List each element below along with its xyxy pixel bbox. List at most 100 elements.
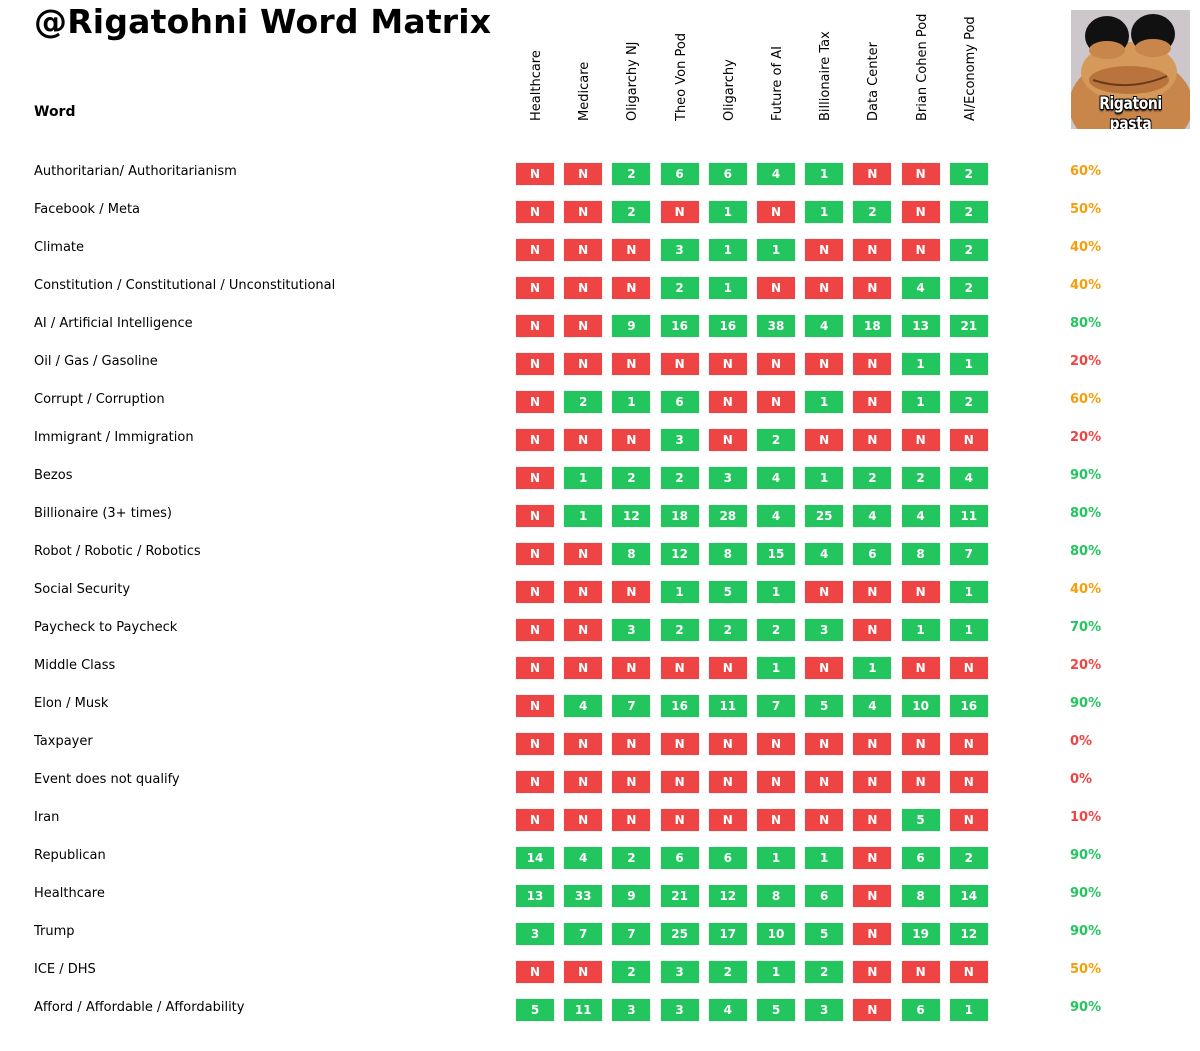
matrix-cell: N (853, 353, 892, 375)
matrix-cell: 1 (708, 201, 747, 223)
word-column-header: Word (34, 104, 76, 120)
matrix-cell: 4 (805, 315, 844, 337)
row-word-label: Trump (34, 924, 75, 939)
matrix-cell: N (853, 429, 892, 451)
row-word-label: Taxpayer (34, 734, 93, 749)
matrix-cell: N (757, 809, 795, 831)
matrix-cell: 2 (708, 961, 747, 983)
matrix-cell: 2 (757, 429, 795, 451)
matrix-cell: 21 (660, 885, 699, 907)
column-header: Future of AI (767, 10, 787, 121)
matrix-cell: 2 (612, 201, 651, 223)
matrix-cell: N (757, 391, 795, 413)
matrix-cell: N (853, 277, 892, 299)
matrix-cell: 2 (612, 847, 651, 869)
matrix-cell: N (949, 429, 988, 451)
matrix-cell: 7 (612, 695, 651, 717)
row-percentage: 10% (1070, 810, 1102, 825)
matrix-cell: 18 (660, 505, 699, 527)
matrix-cell: N (757, 733, 795, 755)
matrix-cell: N (901, 657, 940, 679)
matrix-cell: N (516, 581, 554, 603)
matrix-cell: 1 (805, 467, 844, 489)
matrix-cell: 5 (708, 581, 747, 603)
row-percentage: 20% (1070, 658, 1102, 673)
matrix-cell: 1 (757, 581, 795, 603)
matrix-cell: N (612, 353, 651, 375)
matrix-cell: N (516, 315, 554, 337)
matrix-cell: N (708, 353, 747, 375)
matrix-cell: N (805, 353, 844, 375)
matrix-cell: N (901, 201, 940, 223)
matrix-cell: 4 (708, 999, 747, 1021)
matrix-cell: 3 (805, 999, 844, 1021)
column-header: Oligarchy (719, 10, 739, 121)
matrix-cell: 3 (660, 429, 699, 451)
row-percentage: 90% (1070, 924, 1102, 939)
matrix-cell: N (805, 771, 844, 793)
matrix-cell: N (708, 429, 747, 451)
matrix-cell: 1 (805, 163, 844, 185)
matrix-cell: N (805, 429, 844, 451)
matrix-cell: 7 (612, 923, 651, 945)
matrix-cell: 14 (949, 885, 988, 907)
matrix-cell: N (901, 429, 940, 451)
matrix-cell: N (612, 429, 651, 451)
matrix-cell: N (660, 809, 699, 831)
matrix-cell: 1 (757, 847, 795, 869)
matrix-cell: 7 (949, 543, 988, 565)
matrix-cell: N (516, 961, 554, 983)
row-word-label: Facebook / Meta (34, 202, 141, 217)
row-word-label: Oil / Gas / Gasoline (34, 354, 158, 369)
matrix-cell: 33 (564, 885, 603, 907)
matrix-cell: N (516, 353, 554, 375)
matrix-cell: N (901, 581, 940, 603)
row-word-label: Republican (34, 848, 106, 863)
column-header: Theo Von Pod (671, 10, 691, 121)
matrix-cell: 2 (901, 467, 940, 489)
matrix-cell: N (853, 999, 892, 1021)
row-word-label: Paycheck to Paycheck (34, 620, 178, 635)
matrix-cell: N (805, 277, 844, 299)
matrix-cell: 13 (901, 315, 940, 337)
column-header-label: Theo Von Pod (673, 32, 689, 121)
matrix-cell: 2 (612, 163, 651, 185)
matrix-cell: N (660, 657, 699, 679)
row-percentage: 40% (1070, 278, 1102, 293)
row-word-label: Corrupt / Corruption (34, 392, 165, 407)
matrix-cell: 2 (949, 201, 988, 223)
matrix-cell: N (612, 771, 651, 793)
column-header-label: Data Center (866, 42, 882, 121)
matrix-cell: 3 (805, 619, 844, 641)
matrix-cell: 6 (660, 163, 699, 185)
matrix-cell: N (564, 771, 603, 793)
matrix-cell: 4 (805, 543, 844, 565)
matrix-cell: N (660, 353, 699, 375)
matrix-cell: 4 (853, 695, 892, 717)
matrix-cell: N (805, 809, 844, 831)
column-header-label: AI/Economy Pod (962, 16, 978, 121)
matrix-cell: 3 (708, 467, 747, 489)
avatar-caption: Rigatoni pasta (1099, 94, 1162, 129)
row-percentage: 40% (1070, 582, 1102, 597)
column-header-label: Billionaire Tax (818, 31, 834, 121)
matrix-cell: 13 (516, 885, 554, 907)
matrix-cell: N (805, 239, 844, 261)
matrix-cell: N (901, 733, 940, 755)
matrix-cell: 4 (901, 505, 940, 527)
matrix-cell: 1 (805, 391, 844, 413)
matrix-cell: 1 (757, 961, 795, 983)
matrix-cell: 6 (660, 847, 699, 869)
matrix-cell: 2 (949, 847, 988, 869)
matrix-cell: N (564, 657, 603, 679)
matrix-cell: N (612, 239, 651, 261)
matrix-cell: N (901, 961, 940, 983)
row-word-label: Middle Class (34, 658, 116, 673)
matrix-cell: N (757, 201, 795, 223)
matrix-cell: 3 (660, 239, 699, 261)
matrix-cell: 2 (949, 391, 988, 413)
row-word-label: Elon / Musk (34, 696, 109, 711)
matrix-cell: 1 (949, 999, 988, 1021)
column-header-label: Medicare (577, 61, 593, 121)
matrix-cell: N (853, 771, 892, 793)
